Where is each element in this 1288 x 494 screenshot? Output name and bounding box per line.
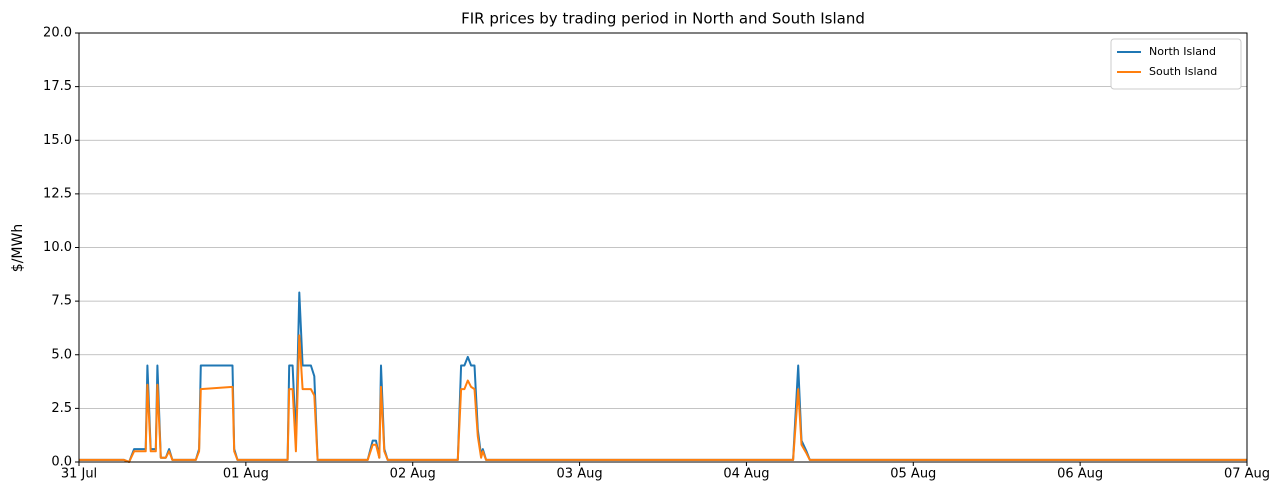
x-tick-label: 31 Jul	[61, 467, 97, 482]
y-axis-label: $/MWh	[10, 224, 26, 272]
legend-box	[1110, 38, 1242, 90]
y-tick-label: 10.0	[43, 240, 72, 255]
y-tick-label: 15.0	[43, 133, 72, 148]
y-tick-label: 0.0	[51, 455, 72, 470]
x-tick-label: 01 Aug	[223, 467, 269, 482]
y-tick-label: 2.5	[51, 401, 72, 416]
chart-title: FIR prices by trading period in North an…	[461, 10, 865, 28]
x-tick-label: 04 Aug	[723, 467, 769, 482]
plot-frame	[78, 32, 1248, 463]
line-series	[79, 291, 1247, 463]
x-tick-label: 07 Aug	[1224, 467, 1270, 482]
x-tick-label: 06 Aug	[1057, 467, 1103, 482]
legend-label: North Island	[1149, 45, 1216, 58]
legend-label: South Island	[1149, 65, 1217, 78]
x-tick-label: 03 Aug	[557, 467, 603, 482]
y-tick-label: 17.5	[43, 79, 72, 94]
y-tick-label: 7.5	[51, 294, 72, 309]
y-tick-label: 20.0	[43, 26, 72, 41]
y-tick-label: 5.0	[51, 347, 72, 362]
x-tick-label: 05 Aug	[890, 467, 936, 482]
x-tick-label: 02 Aug	[390, 467, 436, 482]
y-tick-label: 12.5	[43, 186, 72, 201]
line-series	[79, 334, 1247, 463]
